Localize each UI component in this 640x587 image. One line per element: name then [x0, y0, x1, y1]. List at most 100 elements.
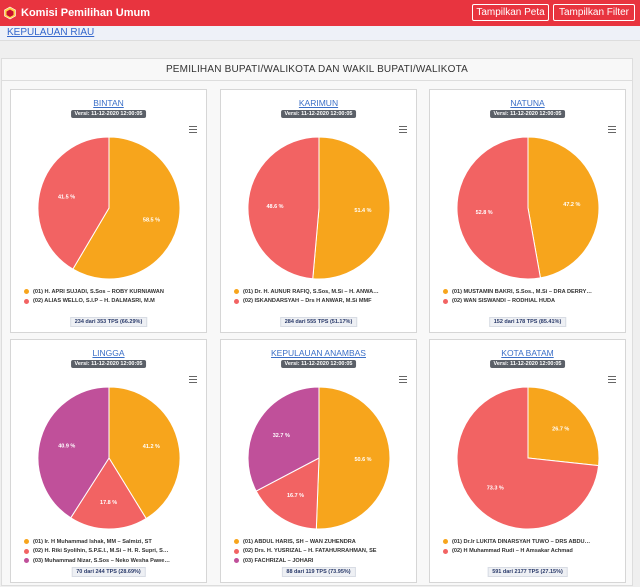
card-title[interactable]: KOTA BATAM [501, 348, 554, 358]
pie-slice[interactable] [37, 386, 110, 519]
panel-title: PEMILIHAN BUPATI/WALIKOTA DAN WAKIL BUPA… [2, 59, 632, 81]
pie-slice[interactable] [315, 386, 391, 530]
legend-dot-icon [24, 558, 29, 564]
pie-slice[interactable] [70, 457, 147, 530]
pie-slice[interactable] [456, 386, 600, 530]
pie-slice[interactable] [247, 386, 320, 492]
legend-item[interactable]: (02) H. Riki Syolihin, S.P.E.I., M.Si – … [24, 547, 204, 557]
pie-slice[interactable] [72, 136, 181, 280]
slice-label: 48.6 % [266, 204, 283, 210]
legend-item[interactable]: (02) WAN SISWANDI – RODHIAL HUDA [443, 297, 623, 307]
pie-chart: 47.2 % 52.8 % [456, 136, 600, 280]
card-title[interactable]: NATUNA [510, 98, 545, 108]
legend-item[interactable]: (01) Dr. H. AUNUR RAFIQ, S.Sos, M.Si – H… [234, 287, 414, 297]
legend-item[interactable]: (01) Ir. H Muhammad Ishak, MM – Salmizi,… [24, 537, 204, 547]
tps-progress-label: 70 dari 244 TPS (28.69%) [71, 567, 146, 577]
legend-dot-icon [24, 298, 29, 304]
kpu-logo-icon [4, 6, 16, 20]
slice-label: 41.5 % [58, 194, 75, 200]
tps-progress-label: 88 dari 119 TPS (73.95%) [281, 567, 356, 577]
results-panel: PEMILIHAN BUPATI/WALIKOTA DAN WAKIL BUPA… [1, 58, 633, 586]
hamburger-menu-icon[interactable] [189, 126, 197, 133]
pie-slice[interactable] [108, 386, 181, 520]
legend-label: (01) Ir. H Muhammad Ishak, MM – Salmizi,… [33, 538, 152, 545]
pie-slice[interactable] [527, 136, 600, 279]
chart-legend: (01) H. APRI SUJADI, S.Sos – ROBY KURNIA… [24, 287, 204, 306]
legend-label: (01) MUSTAMIN BAKRI, S.Sos., M.Si – DRA … [452, 288, 592, 295]
chart-card: NATUNA Versi: 11-12-2020 12:00:05 47.2 % 52… [429, 89, 626, 333]
version-badge: Versi: 11-12-2020 12:00:05 [280, 110, 357, 118]
breadcrumb: KEPULAUAN RIAU [0, 26, 640, 41]
legend-dot-icon [443, 548, 448, 554]
tps-progress-label: 591 dari 2177 TPS (27.15%) [487, 567, 568, 577]
slice-label: 73.3 % [487, 485, 504, 491]
legend-dot-icon [234, 289, 239, 295]
legend-item[interactable]: (01) H. APRI SUJADI, S.Sos – ROBY KURNIA… [24, 287, 204, 297]
legend-dot-icon [234, 558, 239, 564]
legend-item[interactable]: (02) Drs. H. YUSRIZAL – H. FATAHURRAHMAN… [234, 547, 414, 557]
legend-item[interactable]: (03) FACHRIZAL – JOHARI [234, 556, 414, 566]
legend-item[interactable]: (03) Muhammad Nizar, S.Sos – Neko Wesha … [24, 556, 204, 566]
legend-label: (01) Dr. H. AUNUR RAFIQ, S.Sos, M.Si – H… [243, 288, 379, 295]
chart-legend: (01) Ir. H Muhammad Ishak, MM – Salmizi,… [24, 537, 204, 566]
version-badge: Versi: 11-12-2020 12:00:05 [280, 360, 357, 368]
pie-slice[interactable] [247, 136, 320, 280]
card-title[interactable]: KEPULAUAN ANAMBAS [271, 348, 366, 358]
card-title[interactable]: LINGGA [92, 348, 125, 358]
legend-label: (03) Muhammad Nizar, S.Sos – Neko Wesha … [33, 557, 170, 564]
legend-item[interactable]: (01) ABDUL HARIS, SH – WAN ZUHENDRA [234, 537, 414, 547]
legend-label: (01) H. APRI SUJADI, S.Sos – ROBY KURNIA… [33, 288, 164, 295]
slice-label: 58.5 % [143, 218, 160, 224]
show-filter-button[interactable]: Tampilkan Filter [553, 4, 635, 21]
version-badge: Versi: 11-12-2020 12:00:05 [70, 110, 147, 118]
chart-card: KOTA BATAM Versi: 11-12-2020 12:00:05 26.7… [429, 339, 626, 583]
pie-chart: 50.6 % 16.7 % 32.7 % [247, 386, 391, 530]
chart-legend: (01) MUSTAMIN BAKRI, S.Sos., M.Si – DRA … [443, 287, 623, 306]
legend-label: (02) ISKANDARSYAH – Drs H ANWAR, M.Si MM… [243, 298, 372, 305]
chart-card: BINTAN Versi: 11-12-2020 12:00:05 58.5 % 41… [10, 89, 207, 333]
legend-dot-icon [234, 539, 239, 545]
legend-item[interactable]: (02) ISKANDARSYAH – Drs H ANWAR, M.Si MM… [234, 297, 414, 307]
hamburger-menu-icon[interactable] [399, 126, 407, 133]
card-title[interactable]: KARIMUN [298, 98, 339, 108]
legend-label: (03) FACHRIZAL – JOHARI [243, 557, 314, 564]
legend-item[interactable]: (01) MUSTAMIN BAKRI, S.Sos., M.Si – DRA … [443, 287, 623, 297]
card-title[interactable]: BINTAN [93, 98, 124, 108]
pie-slice[interactable] [312, 136, 391, 280]
legend-item[interactable]: (01) Dr.Ir LUKITA DINARSYAH TUWO – DRS A… [443, 537, 623, 547]
legend-label: (01) ABDUL HARIS, SH – WAN ZUHENDRA [243, 538, 356, 545]
legend-dot-icon [443, 298, 448, 304]
pie-chart: 58.5 % 41.5 % [37, 136, 181, 280]
region-link[interactable]: KEPULAUAN RIAU [7, 27, 95, 38]
chart-legend: (01) ABDUL HARIS, SH – WAN ZUHENDRA (02) … [234, 537, 414, 566]
pie-slice[interactable] [456, 136, 542, 280]
slice-label: 51.4 % [354, 208, 371, 214]
pie-slice[interactable] [37, 136, 110, 270]
tps-progress-label: 284 dari 555 TPS (51.17%) [279, 317, 358, 327]
pie-slice[interactable] [255, 457, 320, 530]
legend-item[interactable]: (02) H Muhammad Rudi – H Amsakar Achmad [443, 547, 623, 557]
legend-label: (02) WAN SISWANDI – RODHIAL HUDA [452, 298, 556, 305]
slice-label: 26.7 % [552, 427, 569, 433]
brand[interactable]: Komisi Pemilihan Umum [3, 6, 150, 20]
pie-slice[interactable] [527, 386, 600, 467]
legend-label: (02) H Muhammad Rudi – H Amsakar Achmad [452, 548, 573, 555]
legend-dot-icon [443, 539, 448, 545]
tps-progress-label: 234 dari 353 TPS (66.29%) [69, 317, 148, 327]
legend-dot-icon [234, 298, 239, 304]
slice-label: 52.8 % [476, 210, 493, 216]
show-map-button[interactable]: Tampilkan Peta [472, 4, 549, 21]
pie-chart: 41.2 % 17.8 % 40.9 % [37, 386, 181, 530]
legend-item[interactable]: (02) ALIAS WELLO, S.I.P – H. DALMASRI, M… [24, 297, 204, 307]
version-badge: Versi: 11-12-2020 12:00:05 [70, 360, 147, 368]
tps-progress-label: 152 dari 178 TPS (85.41%) [488, 317, 567, 327]
slice-label: 32.7 % [273, 433, 290, 439]
app-title: Komisi Pemilihan Umum [21, 7, 150, 19]
hamburger-menu-icon[interactable] [189, 376, 197, 383]
hamburger-menu-icon[interactable] [608, 376, 616, 383]
hamburger-menu-icon[interactable] [608, 126, 616, 133]
slice-label: 40.9 % [58, 444, 75, 450]
hamburger-menu-icon[interactable] [399, 376, 407, 383]
legend-label: (02) ALIAS WELLO, S.I.P – H. DALMASRI, M… [33, 298, 155, 305]
legend-dot-icon [24, 548, 29, 554]
